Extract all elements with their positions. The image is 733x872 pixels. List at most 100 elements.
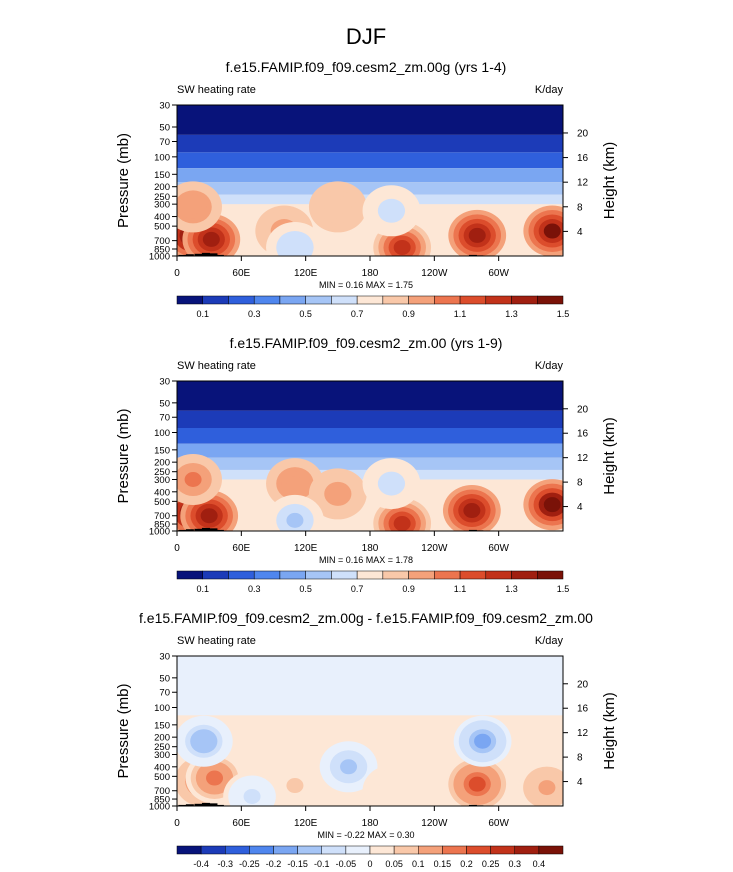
- y-tick-label: 100: [154, 152, 170, 163]
- strat-band: [177, 168, 563, 183]
- colorbar-label: 0.1: [412, 859, 425, 869]
- strat-band: [177, 427, 563, 444]
- y2-tick-label: 20: [577, 679, 589, 690]
- y-tick-label: 400: [154, 212, 170, 223]
- min-max-stats: MIN = 0.16 MAX = 1.78: [319, 555, 413, 565]
- topography: [194, 253, 203, 256]
- colorbar-box: [442, 845, 467, 855]
- y-axis-label: Pressure (mb): [115, 133, 132, 228]
- chart-panel-2: f.e15.FAMIP.f09_f09.cesm2_zm.00 (yrs 1-9…: [115, 335, 618, 594]
- field-feature: [286, 476, 304, 492]
- colorbar-label: 0.5: [299, 309, 312, 319]
- topography: [178, 254, 187, 256]
- y-tick-label: 500: [154, 222, 170, 233]
- colorbar-box: [434, 295, 461, 305]
- colorbar-box: [273, 845, 298, 855]
- field-feature: [382, 476, 400, 492]
- colorbar-box: [511, 295, 538, 305]
- y2-tick-label: 4: [577, 502, 583, 513]
- y2-tick-label: 16: [577, 429, 589, 440]
- y-tick-label: 400: [154, 762, 170, 773]
- field-feature: [474, 733, 492, 749]
- field-feature: [202, 231, 220, 247]
- field-feature: [286, 778, 304, 794]
- topography: [178, 804, 187, 806]
- colorbar-label: 0.1: [196, 309, 209, 319]
- colorbar-label: 0.7: [351, 584, 364, 594]
- min-max-stats: MIN = -0.22 MAX = 0.30: [317, 830, 414, 840]
- y-tick-label: 50: [159, 398, 170, 409]
- y-tick-label: 1000: [149, 527, 170, 538]
- colorbar-box: [297, 845, 322, 855]
- panels: f.e15.FAMIP.f09_f09.cesm2_zm.00g (yrs 1-…: [115, 59, 618, 869]
- strat-band: [177, 381, 563, 411]
- x-tick-label: 120W: [421, 818, 448, 829]
- x-tick-label: 120E: [294, 543, 318, 554]
- colorbar-label: 0.9: [402, 584, 415, 594]
- strat-band: [177, 656, 563, 716]
- colorbar-label: 0.2: [460, 859, 473, 869]
- y-tick-label: 700: [154, 786, 170, 797]
- field-feature: [393, 239, 411, 255]
- colorbar-box: [382, 295, 409, 305]
- field-feature: [468, 227, 486, 243]
- min-max-stats: MIN = 0.16 MAX = 1.75: [319, 280, 413, 290]
- topography: [209, 803, 218, 806]
- field-label: SW heating rate: [177, 360, 256, 372]
- y-tick-label: 200: [154, 182, 170, 193]
- colorbar-box: [408, 295, 435, 305]
- field-feature: [329, 486, 347, 502]
- x-tick-label: 60W: [488, 543, 509, 554]
- y-tick-label: 700: [154, 511, 170, 522]
- units-label: K/day: [535, 635, 564, 647]
- y-tick-label: 150: [154, 170, 170, 181]
- field-feature: [206, 770, 224, 786]
- colorbar-box: [305, 295, 332, 305]
- y-tick-label: 100: [154, 703, 170, 714]
- y2-axis-label: Height (km): [601, 142, 618, 220]
- field-feature: [463, 503, 481, 519]
- x-tick-label: 0: [174, 818, 180, 829]
- y-tick-label: 70: [159, 413, 170, 424]
- topography: [194, 528, 203, 531]
- y-tick-label: 700: [154, 236, 170, 247]
- x-tick-label: 60W: [488, 818, 509, 829]
- x-tick-label: 180: [362, 268, 379, 279]
- colorbar-label: -0.05: [336, 859, 357, 869]
- y-tick-label: 300: [154, 200, 170, 211]
- colorbar-box: [538, 845, 564, 855]
- colorbar-label: 0.25: [482, 859, 500, 869]
- colorbar-label: -0.4: [193, 859, 209, 869]
- colorbar-box: [466, 845, 491, 855]
- y-tick-label: 400: [154, 487, 170, 498]
- colorbar-box: [537, 295, 564, 305]
- colorbar-box: [202, 570, 229, 580]
- chart-title: f.e15.FAMIP.f09_f09.cesm2_zm.00g (yrs 1-…: [226, 59, 507, 75]
- colorbar-label: -0.2: [266, 859, 282, 869]
- x-tick-label: 0: [174, 543, 180, 554]
- colorbar-label: -0.25: [239, 859, 260, 869]
- field-feature: [340, 759, 358, 775]
- y-tick-label: 200: [154, 733, 170, 744]
- field-feature: [329, 199, 347, 215]
- units-label: K/day: [535, 84, 564, 96]
- colorbar-box: [393, 845, 419, 855]
- field-feature: [543, 497, 561, 513]
- y-tick-label: 30: [159, 652, 170, 663]
- colorbar-box: [202, 295, 229, 305]
- x-tick-label: 60W: [488, 268, 509, 279]
- y-tick-label: 100: [154, 428, 170, 439]
- colorbar-box: [321, 845, 347, 855]
- colorbar-box: [279, 295, 306, 305]
- x-tick-label: 120E: [294, 818, 318, 829]
- y-tick-label: 850: [154, 245, 170, 256]
- colorbar-box: [176, 295, 203, 305]
- heatmap-field: [177, 381, 563, 531]
- topography: [209, 253, 218, 256]
- colorbar-box: [490, 845, 515, 855]
- colorbar-label: 1.3: [505, 584, 518, 594]
- colorbar-label: 1.1: [454, 584, 467, 594]
- colorbar-box: [279, 570, 306, 580]
- colorbar-label: -0.15: [287, 859, 308, 869]
- field-feature: [184, 471, 202, 487]
